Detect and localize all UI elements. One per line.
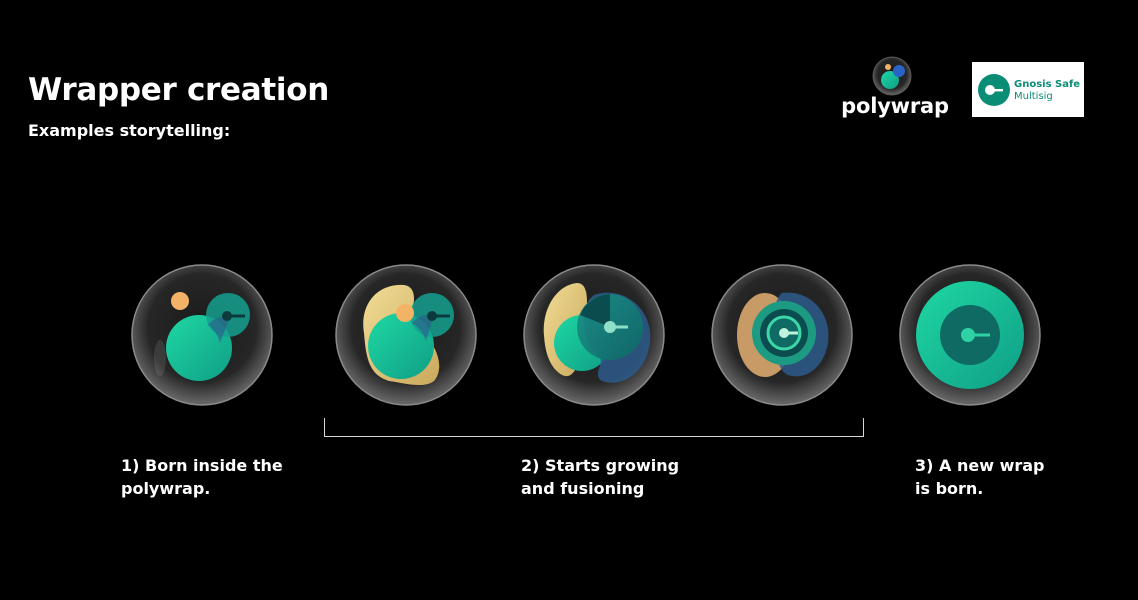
step-3-label: 3) A new wrap is born. <box>915 456 1045 498</box>
stage-1-bubble-icon <box>131 264 273 406</box>
stage-4-bubble-icon <box>711 264 853 406</box>
stage-3-bubble-icon <box>523 264 665 406</box>
stage-2-bracket <box>324 418 864 437</box>
gnosis-title: Gnosis Safe <box>1014 79 1081 90</box>
step-2-label: 2) Starts growing and fusioning <box>521 456 680 498</box>
page-subtitle: Examples storytelling: <box>28 121 231 140</box>
gnosis-safe-logo: Gnosis Safe Multisig <box>972 62 1084 117</box>
polywrap-wordmark: polywrap <box>841 94 949 118</box>
polywrap-bubble-icon <box>872 56 912 96</box>
step-1-label: 1) Born inside the polywrap. <box>121 456 283 498</box>
stage-5-bubble-icon <box>899 264 1041 406</box>
stage-2-bubble-icon <box>335 264 477 406</box>
page-title: Wrapper creation <box>28 72 329 108</box>
gnosis-safe-icon <box>978 74 1010 106</box>
gnosis-subtitle: Multisig <box>1014 91 1053 102</box>
polywrap-logo: polywrap <box>838 56 952 122</box>
